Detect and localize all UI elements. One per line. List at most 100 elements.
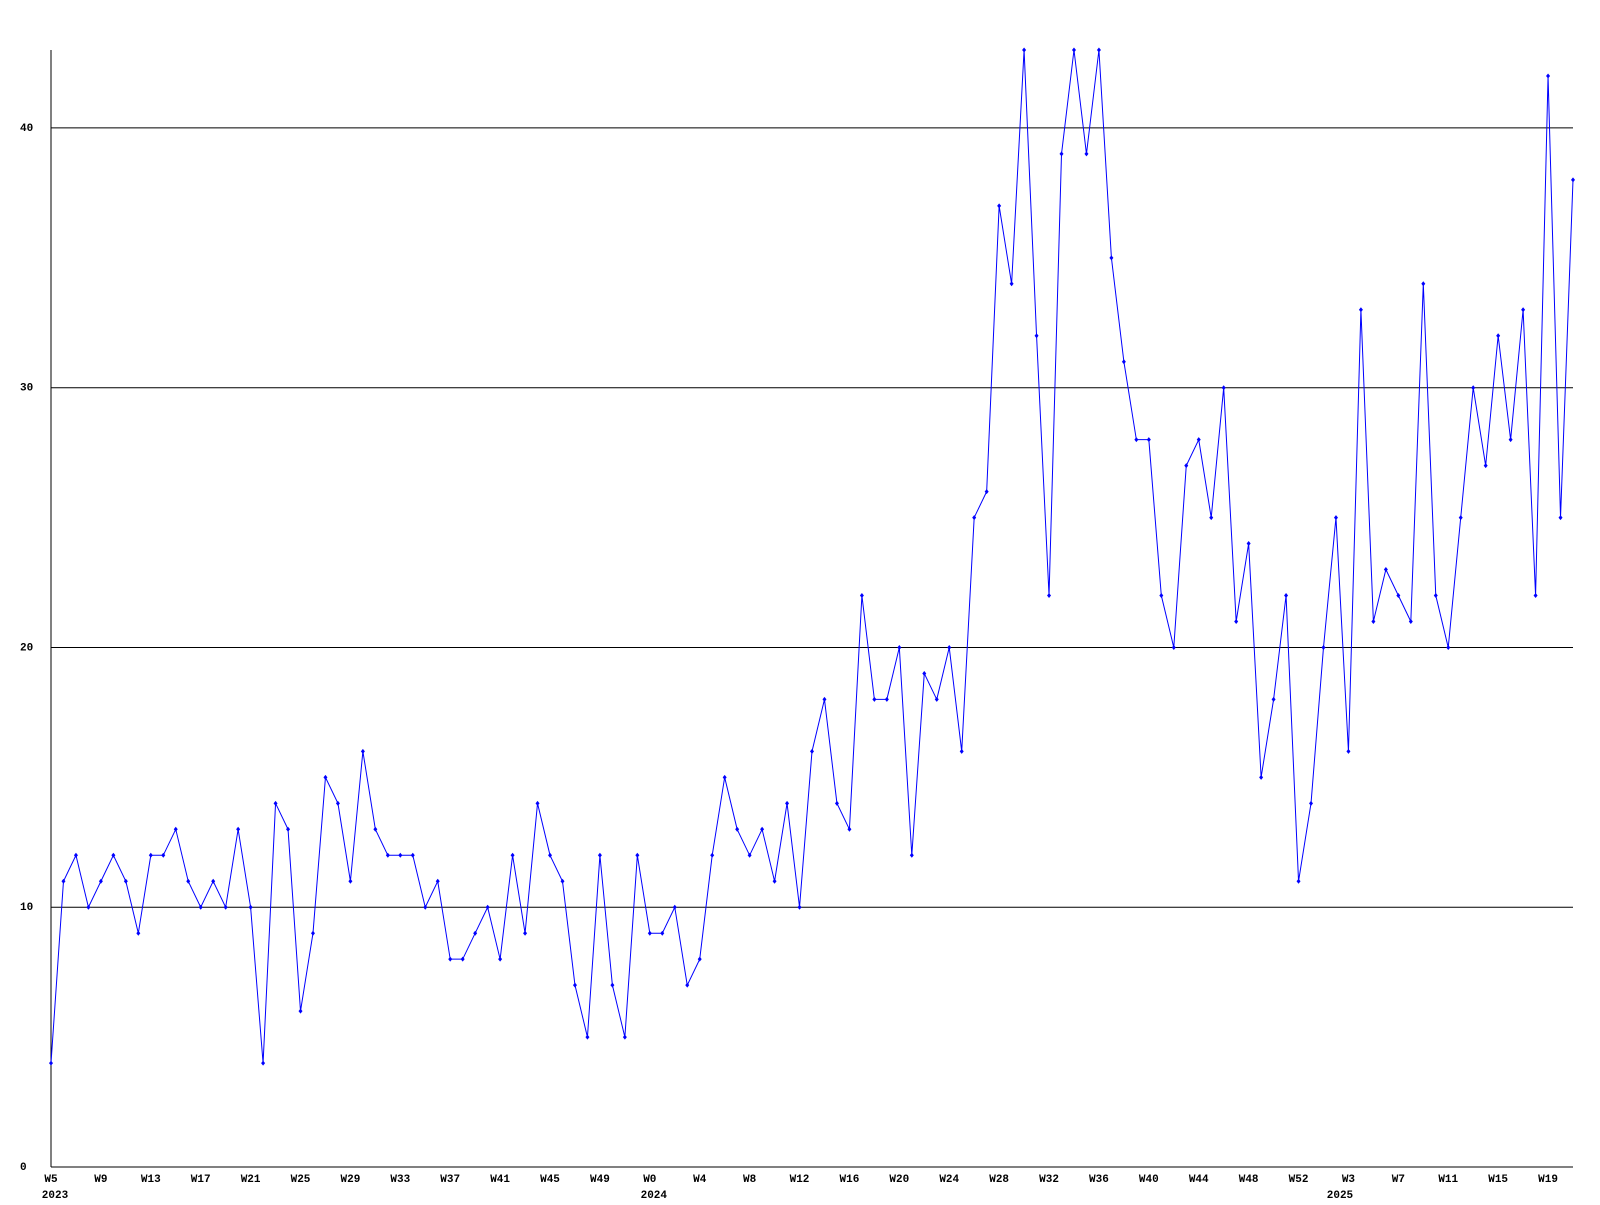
x-tick-label: W28 [989,1174,1009,1186]
data-point [398,852,403,858]
data-point [1508,437,1513,443]
x-group-label: 2025 [1327,1190,1354,1200]
data-point [123,878,128,884]
data-point [261,1060,266,1066]
data-point [785,800,790,806]
y-tick-label: 10 [20,902,33,914]
x-tick-label: W37 [440,1174,460,1186]
data-point [1034,333,1039,339]
x-tick-label: W40 [1139,1174,1159,1186]
y-tick-label: 40 [20,123,33,135]
data-point [1096,47,1101,53]
data-point [423,904,428,910]
x-group-label: 2023 [42,1190,69,1200]
data-point [1221,385,1226,391]
data-point [1309,800,1314,806]
data-point [1134,437,1139,443]
data-point [560,878,565,884]
data-point [98,878,103,884]
data-point [597,852,602,858]
data-point [622,1034,627,1040]
data-point [535,800,540,806]
data-point [348,878,353,884]
data-point [697,956,702,962]
data-point [86,904,91,910]
data-point [435,878,440,884]
x-tick-label: W0 [643,1174,656,1186]
data-point [822,696,827,702]
data-point [747,852,752,858]
data-point [211,878,216,884]
x-tick-label: W25 [291,1174,311,1186]
data-point [959,748,964,754]
x-tick-label: W20 [889,1174,909,1186]
data-point [847,826,852,832]
x-tick-label: W44 [1189,1174,1209,1186]
x-tick-label: W49 [590,1174,610,1186]
data-point [385,852,390,858]
data-point [772,878,777,884]
data-point [510,852,515,858]
data-point [1121,359,1126,365]
data-point [1546,73,1551,79]
data-point [1296,878,1301,884]
data-point [410,852,415,858]
data-point [872,696,877,702]
data-point [834,800,839,806]
x-tick-label: W52 [1289,1174,1309,1186]
data-point [797,904,802,910]
x-tick-label: W41 [490,1174,510,1186]
data-point [1171,644,1176,650]
data-point [73,852,78,858]
data-point [1084,151,1089,157]
data-point [947,644,952,650]
x-tick-label: W45 [540,1174,560,1186]
data-point [722,774,727,780]
x-tick-label: W12 [790,1174,810,1186]
data-point [460,956,465,962]
data-point [1396,593,1401,599]
data-point [1234,618,1239,624]
data-point [897,644,902,650]
data-point [1496,333,1501,339]
data-point [136,930,141,936]
x-tick-label: W48 [1239,1174,1259,1186]
data-point [248,904,253,910]
x-tick-label: W11 [1438,1174,1458,1186]
y-tick-label: 0 [20,1162,27,1174]
x-tick-label: W32 [1039,1174,1059,1186]
data-point [1458,515,1463,521]
data-point [360,748,365,754]
x-tick-label: W3 [1342,1174,1356,1186]
data-point [810,748,814,754]
data-point [1271,696,1276,702]
data-point [1059,151,1064,157]
data-point [1184,463,1189,469]
x-tick-label: W15 [1488,1174,1508,1186]
data-point [198,904,203,910]
x-tick-label: W17 [191,1174,211,1186]
x-tick-label: W24 [939,1174,959,1186]
x-tick-label: W21 [241,1174,261,1186]
data-point [1196,437,1201,443]
x-group-label: 2024 [641,1190,668,1200]
data-point [1159,593,1164,599]
data-point [685,982,690,988]
data-point [635,852,640,858]
data-point [186,878,191,884]
data-point [922,670,927,676]
x-tick-label: W13 [141,1174,161,1186]
data-point [672,904,677,910]
data-point [335,800,340,806]
data-point [572,982,577,988]
data-point [760,826,765,832]
x-tick-label: W7 [1392,1174,1405,1186]
data-point [1333,515,1338,521]
data-point [859,593,864,599]
data-point [1383,567,1388,573]
data-point [1246,541,1251,547]
data-point [286,826,291,832]
x-tick-label: W36 [1089,1174,1109,1186]
data-point [1533,593,1538,599]
